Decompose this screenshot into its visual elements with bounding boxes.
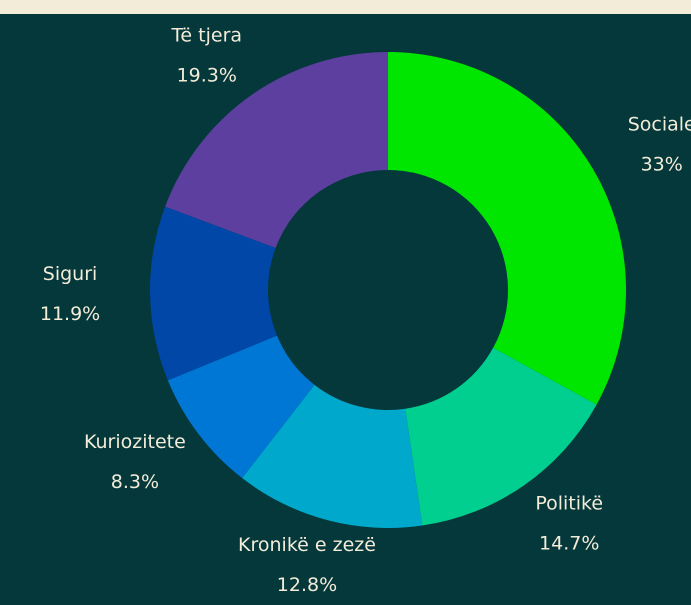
- slice-value-label: 11.9%: [40, 303, 100, 325]
- slice-label: Kuriozitete: [84, 431, 186, 453]
- donut-slice: [405, 347, 597, 526]
- donut-slice: [167, 335, 315, 479]
- donut-slice: [388, 52, 627, 405]
- donut-slice: [165, 52, 388, 248]
- donut-slice: [150, 206, 277, 381]
- slice-value-label: 33%: [641, 153, 683, 175]
- slice-value-label: 8.3%: [111, 471, 159, 493]
- slice-label: Siguri: [43, 263, 98, 285]
- slice-value-label: 14.7%: [539, 533, 599, 555]
- slice-value-label: 12.8%: [277, 574, 337, 596]
- slice-label: Kronikë e zezë: [238, 534, 376, 556]
- top-strip: [0, 0, 691, 14]
- slice-label: Politikë: [535, 493, 603, 515]
- slice-label: Të tjera: [171, 24, 243, 46]
- donut-slice: [242, 384, 423, 528]
- slice-label: Sociale: [628, 113, 691, 135]
- slice-value-label: 19.3%: [177, 64, 237, 86]
